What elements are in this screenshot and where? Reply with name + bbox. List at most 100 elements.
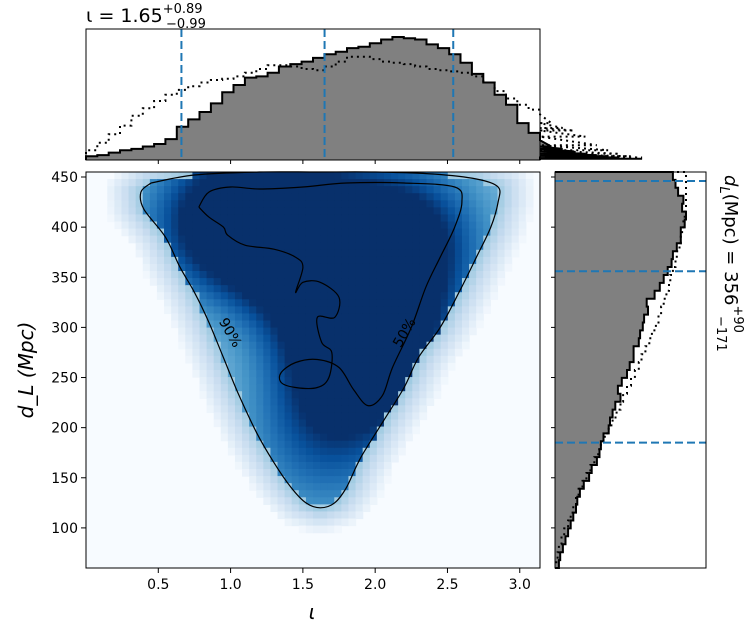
heatmap-cell <box>497 256 506 265</box>
heatmap-cell <box>398 362 406 371</box>
heatmap-cell <box>348 207 357 216</box>
heatmap-cell <box>320 454 328 463</box>
heatmap-cell <box>369 207 378 216</box>
heatmap-cell <box>334 249 342 258</box>
heatmap-cell <box>355 242 364 251</box>
heatmap-cell <box>490 271 499 279</box>
heatmap-cell <box>469 193 477 201</box>
heatmap-cell <box>313 214 321 223</box>
heatmap-cell <box>398 355 406 364</box>
heatmap-cell <box>220 405 229 414</box>
heatmap-cell <box>355 384 364 392</box>
heatmap-cell <box>469 285 477 293</box>
heatmap-cell <box>362 256 371 265</box>
heatmap-cell <box>376 440 385 449</box>
heatmap-cell <box>334 433 342 442</box>
heatmap-cell <box>171 172 179 180</box>
heatmap-cell <box>433 341 442 350</box>
heatmap-cell <box>369 454 378 463</box>
heatmap-cell <box>355 398 364 406</box>
heatmap-cell <box>497 193 506 201</box>
heatmap-cell <box>383 193 392 201</box>
heatmap-cell <box>135 179 144 187</box>
heatmap-cell <box>376 299 385 307</box>
heatmap-cell <box>391 426 399 435</box>
heatmap-cell <box>426 320 435 329</box>
heatmap-cell <box>305 490 314 498</box>
heatmap-cell <box>164 306 172 315</box>
heatmap-cell <box>263 172 272 180</box>
heatmap-cell <box>192 193 201 201</box>
heatmap-cell <box>242 377 250 385</box>
heatmap-cell <box>313 377 321 385</box>
heatmap-cell <box>256 483 264 491</box>
heatmap-cell <box>426 242 435 251</box>
heatmap-cell <box>121 228 130 237</box>
heatmap-cell <box>391 228 399 237</box>
heatmap-cell <box>327 355 335 364</box>
heatmap-cell <box>518 235 527 244</box>
heatmap-cell <box>320 518 328 527</box>
heatmap-cell <box>341 469 350 477</box>
heatmap-cell <box>298 186 307 194</box>
heatmap-cell <box>220 172 229 180</box>
heatmap-cell <box>334 384 342 392</box>
heatmap-cell <box>412 271 420 279</box>
marginal-x-title-sub: −0.99 <box>166 17 206 32</box>
heatmap-cell <box>305 256 314 265</box>
heatmap-cell <box>256 490 264 498</box>
heatmap-cell <box>227 193 236 201</box>
heatmap-cell <box>263 405 272 414</box>
heatmap-cell <box>426 377 435 385</box>
heatmap-cell <box>334 334 342 343</box>
heatmap-cell <box>313 412 321 421</box>
heatmap-cell <box>277 228 286 237</box>
heatmap-cell <box>192 355 201 364</box>
marginal-y-title-sub: −171 <box>713 316 728 352</box>
heatmap-cell <box>277 221 286 230</box>
heatmap-cell <box>320 249 328 258</box>
heatmap-cell <box>362 292 371 300</box>
heatmap-cell <box>270 200 279 208</box>
heatmap-cell <box>234 242 243 251</box>
heatmap-cell <box>341 207 350 216</box>
heatmap-cell <box>270 454 279 463</box>
heatmap-cell <box>206 235 215 244</box>
heatmap-cell <box>249 398 257 406</box>
heatmap-cell <box>305 306 314 315</box>
heatmap-cell <box>483 292 491 300</box>
heatmap-cell <box>348 398 357 406</box>
heatmap-cell <box>327 518 335 527</box>
heatmap-cell <box>383 405 392 414</box>
heatmap-cell <box>447 341 456 350</box>
heatmap-cell <box>525 179 534 187</box>
heatmap-cell <box>270 476 279 484</box>
heatmap-cell <box>518 228 527 237</box>
heatmap-cell <box>483 214 491 223</box>
heatmap-cell <box>320 476 328 484</box>
heatmap-cell <box>327 313 335 322</box>
heatmap-cell <box>440 320 449 329</box>
heatmap-cell <box>369 398 378 406</box>
heatmap-cell <box>348 242 357 251</box>
heatmap-cell <box>284 447 293 456</box>
heatmap-cell <box>234 341 243 350</box>
heatmap-cell <box>199 249 208 258</box>
heatmap-cell <box>327 370 335 378</box>
heatmap-cell <box>341 504 350 513</box>
heatmap-cell <box>497 172 506 180</box>
heatmap-cell <box>327 504 335 513</box>
heatmap-cell <box>263 299 272 307</box>
heatmap-cell <box>185 242 193 251</box>
heatmap-cell <box>263 377 272 385</box>
heatmap-cell <box>284 299 293 307</box>
heatmap-cell <box>391 306 399 315</box>
heatmap-cell <box>270 242 279 251</box>
marginal-y-title: dL(Mpc) = 356+90 −171 <box>713 175 745 352</box>
heatmap-cell <box>277 299 286 307</box>
heatmap-cell <box>291 172 300 180</box>
heatmap-cell <box>412 313 420 322</box>
heatmap-cell <box>419 228 428 237</box>
heatmap-cell <box>256 200 264 208</box>
heatmap-cell <box>412 285 420 293</box>
